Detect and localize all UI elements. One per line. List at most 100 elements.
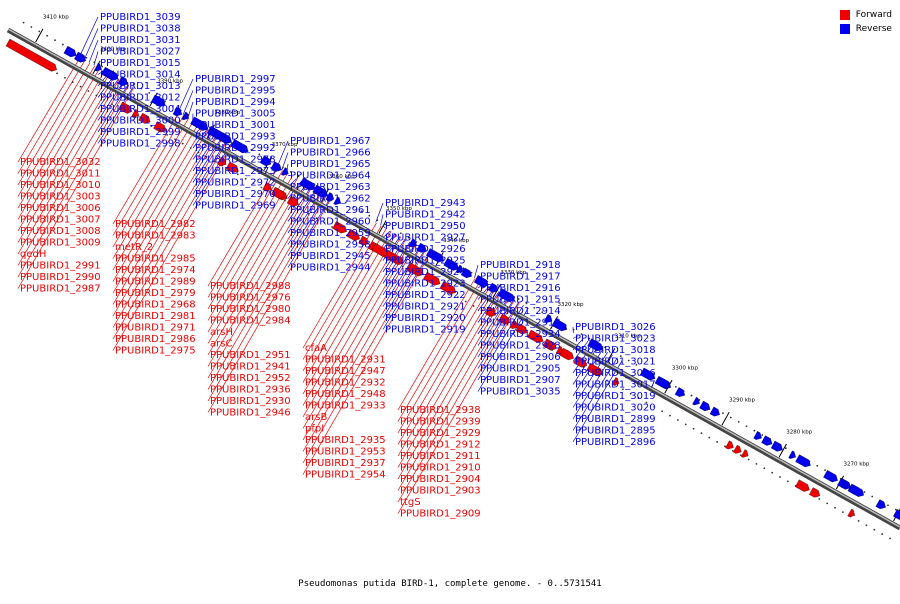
gene-label: PPUBIRD1_2998 <box>100 139 181 150</box>
minor-tick <box>708 437 710 439</box>
forward-gene-arrow <box>741 449 748 457</box>
gene-label: PPUBIRD1_2917 <box>480 272 561 283</box>
gene-label: PPUBIRD1_2983 <box>115 231 196 242</box>
gene-label: PPUBIRD1_3020 <box>575 403 656 414</box>
forward-swatch <box>840 10 850 20</box>
gene-label: PPUBIRD1_2963 <box>290 182 371 193</box>
minor-tick <box>863 491 865 493</box>
gene-label: PPUBIRD1_2935 <box>305 435 386 446</box>
gene-label: PPUBIRD1_2895 <box>575 426 656 437</box>
gene-label: PPUBIRD1_2997 <box>195 74 276 85</box>
minor-tick <box>88 90 90 92</box>
gene-label: PPUBIRD1_3008 <box>20 226 101 237</box>
scale-tick-label: 3320 kbp <box>558 302 584 308</box>
reverse-gene-arrow <box>675 387 685 396</box>
minor-tick <box>746 425 748 427</box>
minor-tick <box>842 511 844 513</box>
gene-label: pfpI <box>305 424 324 435</box>
minor-tick <box>669 415 671 417</box>
minor-tick <box>858 520 860 522</box>
gene-label: PPUBIRD1_2923 <box>385 279 466 290</box>
gene-label: PPUBIRD1_3011 <box>20 169 101 180</box>
gene-label: PPUBIRD1_3013 <box>100 81 181 92</box>
reverse-gene-arrow <box>699 401 710 411</box>
minor-tick <box>871 496 873 498</box>
minor-tick <box>23 22 25 24</box>
gene-label: PPUBIRD1_2982 <box>115 219 196 230</box>
legend-reverse: Reverse <box>840 22 892 36</box>
gene-label: PPUBIRD1_2933 <box>305 401 386 412</box>
minor-tick <box>873 529 875 531</box>
gene-label: PPUBIRD1_2919 <box>385 325 466 336</box>
gene-label: PPUBIRD1_2942 <box>385 210 466 221</box>
gene-label: PPUBIRD1_2905 <box>480 364 561 375</box>
gene-label: PPUBIRD1_2946 <box>210 408 291 419</box>
gene-label: PPUBIRD1_2951 <box>210 350 291 361</box>
gene-label: PPUBIRD1_2989 <box>115 277 196 288</box>
gene-label: PPUBIRD1_2972 <box>195 178 276 189</box>
minor-tick <box>54 39 56 41</box>
reverse-gene-arrow <box>795 455 810 467</box>
gene-label: PPUBIRD1_2922 <box>385 290 466 301</box>
gene-labels: PPUBIRD1_3039PPUBIRD1_3038PPUBIRD1_3031P… <box>20 12 656 520</box>
reverse-gene-arrow <box>823 470 837 482</box>
gene-label: PPUBIRD1_2950 <box>385 221 466 232</box>
gene-label: PPUBIRD1_2978 <box>195 155 276 166</box>
gene-label: PPUBIRD1_2918 <box>480 260 561 271</box>
minor-tick <box>376 219 378 221</box>
minor-tick <box>661 410 663 412</box>
minor-tick <box>816 465 818 467</box>
gene-label: PPUBIRD1_2930 <box>210 396 291 407</box>
gene-label: PPUBIRD1_2936 <box>210 385 291 396</box>
gene-label: PPUBIRD1_2990 <box>20 272 101 283</box>
gene-label: PPUBIRD1_2910 <box>400 463 481 474</box>
gene-label: PPUBIRD1_3032 <box>20 157 101 168</box>
scale-tick-label: 3280 kbp <box>786 430 812 436</box>
gene-label: PPUBIRD1_2962 <box>290 194 371 205</box>
gene-label: PPUBIRD1_2958 <box>290 240 371 251</box>
label-connector <box>79 17 98 57</box>
minor-tick <box>56 73 58 75</box>
gene-label: PPUBIRD1_2964 <box>290 171 371 182</box>
minor-tick <box>95 94 97 96</box>
legend-forward-label: Forward <box>856 10 892 20</box>
gene-label: arsB <box>305 412 327 423</box>
minor-tick <box>866 524 868 526</box>
gene-label: PPUBIRD1_2903 <box>400 486 481 497</box>
minor-tick <box>761 434 763 436</box>
minor-tick <box>824 469 826 471</box>
gene-label: PPUBIRD1_2954 <box>305 470 386 481</box>
minor-tick <box>834 507 836 509</box>
gene-label: PPUBIRD1_2913 <box>480 318 561 329</box>
minor-tick <box>881 533 883 535</box>
gene-label: PPUBIRD1_2960 <box>290 217 371 228</box>
gene-label: ttgS <box>400 497 421 508</box>
gene-label: PPUBIRD1_2975 <box>115 346 196 357</box>
gene-label: PPUBIRD1_2967 <box>290 136 371 147</box>
gene-label: PPUBIRD1_2968 <box>115 300 196 311</box>
label-connector <box>183 91 193 116</box>
minor-tick <box>190 147 192 149</box>
reverse-gene-arrow <box>692 397 699 405</box>
gene-label: PPUBIRD1_3005 <box>195 109 276 120</box>
gene-label: PPUBIRD1_2994 <box>195 97 276 108</box>
label-connector <box>89 40 98 63</box>
gene-label: PPUBIRD1_3006 <box>20 203 101 214</box>
gene-label: PPUBIRD1_3031 <box>100 35 181 46</box>
gene-label: PPUBIRD1_2939 <box>400 417 481 428</box>
gene-label: PPUBIRD1_2926 <box>385 244 466 255</box>
minor-tick <box>62 44 64 46</box>
minor-tick <box>675 386 677 388</box>
gene-label: PPUBIRD1_2929 <box>400 428 481 439</box>
minor-tick <box>38 31 40 33</box>
reverse-gene-arrow <box>74 52 86 62</box>
minor-tick <box>86 57 88 59</box>
gene-label: PPUBIRD1_2925 <box>385 256 466 267</box>
reverse-gene-arrow <box>789 451 796 459</box>
minor-tick <box>787 481 789 483</box>
minor-tick <box>46 35 48 37</box>
gene-label: PPUBIRD1_2931 <box>305 355 386 366</box>
reverse-gene-arrow <box>710 407 720 416</box>
gene-label: PPUBIRD1_2920 <box>385 313 466 324</box>
